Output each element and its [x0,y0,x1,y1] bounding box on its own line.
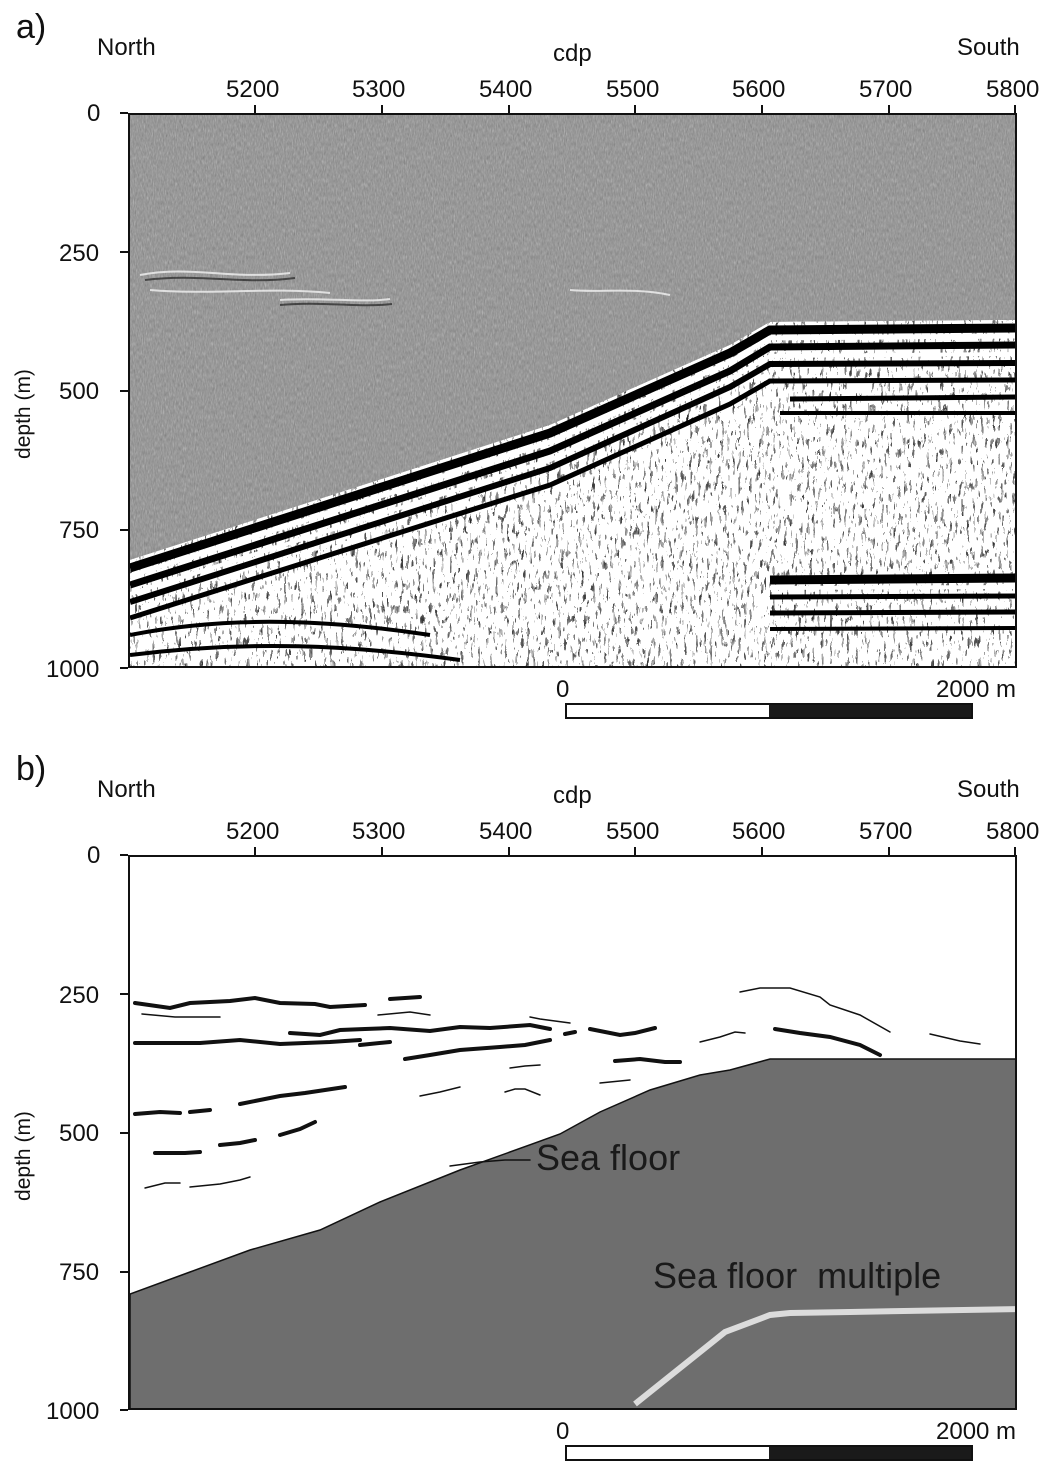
south-label: South [957,776,1020,803]
x-tick-label: 5500 [606,818,660,845]
reflector-line [529,1016,571,1024]
sea-floor-multiple-label: Sea floor multiple [653,1255,942,1296]
reflector-line [449,1159,531,1167]
y-tick-label: 750 [59,517,100,544]
y-tick-label: 0 [87,100,101,127]
reflector-line [141,1013,221,1018]
y-tick-label: 0 [87,842,101,869]
seismic-image [128,113,1017,668]
y-axis-title: depth (m) [12,1111,35,1201]
seismic-section-panel: a) North South cdp 5200 5300 5400 5500 5… [0,0,1052,730]
reflector-line [419,1086,461,1097]
y-axis-title: depth (m) [12,369,35,459]
x-tick-label: 5200 [226,76,280,103]
reflector-line [504,1088,541,1096]
reflector-line [288,1022,552,1038]
north-label: North [97,776,156,803]
scale-bar-end-label: 2000 m [936,676,1017,703]
y-tick-label: 750 [59,1259,100,1286]
reflector-line [133,1109,182,1116]
y-tick-label: 1000 [46,1398,100,1425]
seismic-reflection-image [130,115,1015,666]
x-tick-label: 5600 [732,76,786,103]
y-tick-label: 1000 [46,656,100,683]
reflector-line [699,1031,746,1043]
panel-letter: b) [16,750,47,788]
y-tick-label: 500 [59,378,100,405]
x-tick-label: 5700 [859,76,913,103]
north-label: North [97,34,156,61]
interpretation-plot: Sea floor Sea floor multiple [128,855,1017,1410]
reflector-line [144,1182,181,1189]
x-tick-label: 5300 [352,818,406,845]
x-tick-label: 5400 [479,818,533,845]
x-tick-label: 5800 [986,818,1040,845]
x-tick-label: 5600 [732,818,786,845]
reflector-line [278,1120,317,1137]
interpretation-drawing [130,987,1015,1408]
x-tick-label: 5700 [859,818,913,845]
scale-bar-start-label: 0 [556,676,570,703]
south-label: South [957,34,1020,61]
sea-floor-label: Sea floor [536,1137,681,1178]
reflector-line [563,1030,577,1036]
axis-ticks [120,847,1016,1411]
reflector-line [133,995,367,1011]
panel-letter: a) [16,8,47,46]
axis-ticks [120,105,1016,669]
reflector-line [188,1108,212,1114]
x-axis-title: cdp [553,40,592,67]
reflector-line [153,1150,202,1155]
reflector-line [773,1027,882,1057]
scale-bar-end-label: 2000 m [936,1418,1017,1445]
scale-bar [565,1445,973,1461]
reflector-line [189,1176,251,1188]
y-tick-label: 250 [59,982,100,1009]
reflector-line [588,1026,657,1038]
reflector-line [599,1079,631,1084]
reflector-lines [133,987,981,1189]
scale-bar-start-label: 0 [556,1418,570,1445]
y-tick-label: 500 [59,1120,100,1147]
reflector-line [358,1040,392,1047]
reflector-line [388,995,422,1001]
reflector-line [929,1033,981,1045]
reflector-line [133,1037,362,1047]
x-tick-label: 5200 [226,818,280,845]
sea-floor-area [130,1058,1015,1408]
x-axis-title: cdp [553,782,592,809]
y-tick-label: 250 [59,240,100,267]
reflector-line [403,1038,552,1061]
x-tick-label: 5500 [606,76,660,103]
x-tick-label: 5800 [986,76,1040,103]
x-tick-label: 5300 [352,76,406,103]
reflector-line [377,1011,431,1016]
x-tick-label: 5400 [479,76,533,103]
interpretation-panel: b) North South cdp 5200 5300 5400 5500 5… [0,742,1052,1462]
reflector-line [613,1056,682,1064]
reflector-line [509,1064,541,1069]
reflector-line [238,1085,347,1106]
sea-floor-multiple-line [633,1306,1015,1407]
reflector-line [739,987,891,1033]
scale-bar [565,703,973,719]
reflector-line [218,1138,257,1147]
